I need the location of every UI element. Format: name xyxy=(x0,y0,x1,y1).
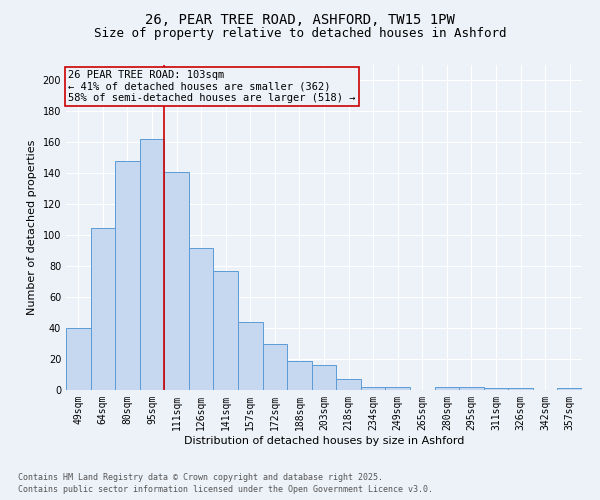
Bar xyxy=(91,228,115,390)
Bar xyxy=(140,140,164,390)
Bar xyxy=(164,172,189,390)
Bar xyxy=(434,387,459,390)
X-axis label: Distribution of detached houses by size in Ashford: Distribution of detached houses by size … xyxy=(184,436,464,446)
Bar xyxy=(66,328,91,390)
Bar xyxy=(557,388,582,390)
Bar xyxy=(312,365,336,390)
Text: Size of property relative to detached houses in Ashford: Size of property relative to detached ho… xyxy=(94,28,506,40)
Bar xyxy=(214,271,238,390)
Bar xyxy=(484,388,508,390)
Bar xyxy=(361,387,385,390)
Bar xyxy=(336,379,361,390)
Text: Contains public sector information licensed under the Open Government Licence v3: Contains public sector information licen… xyxy=(18,484,433,494)
Text: Contains HM Land Registry data © Crown copyright and database right 2025.: Contains HM Land Registry data © Crown c… xyxy=(18,474,383,482)
Text: 26 PEAR TREE ROAD: 103sqm
← 41% of detached houses are smaller (362)
58% of semi: 26 PEAR TREE ROAD: 103sqm ← 41% of detac… xyxy=(68,70,356,103)
Y-axis label: Number of detached properties: Number of detached properties xyxy=(27,140,37,315)
Bar xyxy=(115,161,140,390)
Bar xyxy=(459,387,484,390)
Bar xyxy=(189,248,214,390)
Bar xyxy=(385,387,410,390)
Text: 26, PEAR TREE ROAD, ASHFORD, TW15 1PW: 26, PEAR TREE ROAD, ASHFORD, TW15 1PW xyxy=(145,12,455,26)
Bar xyxy=(263,344,287,390)
Bar xyxy=(287,360,312,390)
Bar xyxy=(508,388,533,390)
Bar xyxy=(238,322,263,390)
